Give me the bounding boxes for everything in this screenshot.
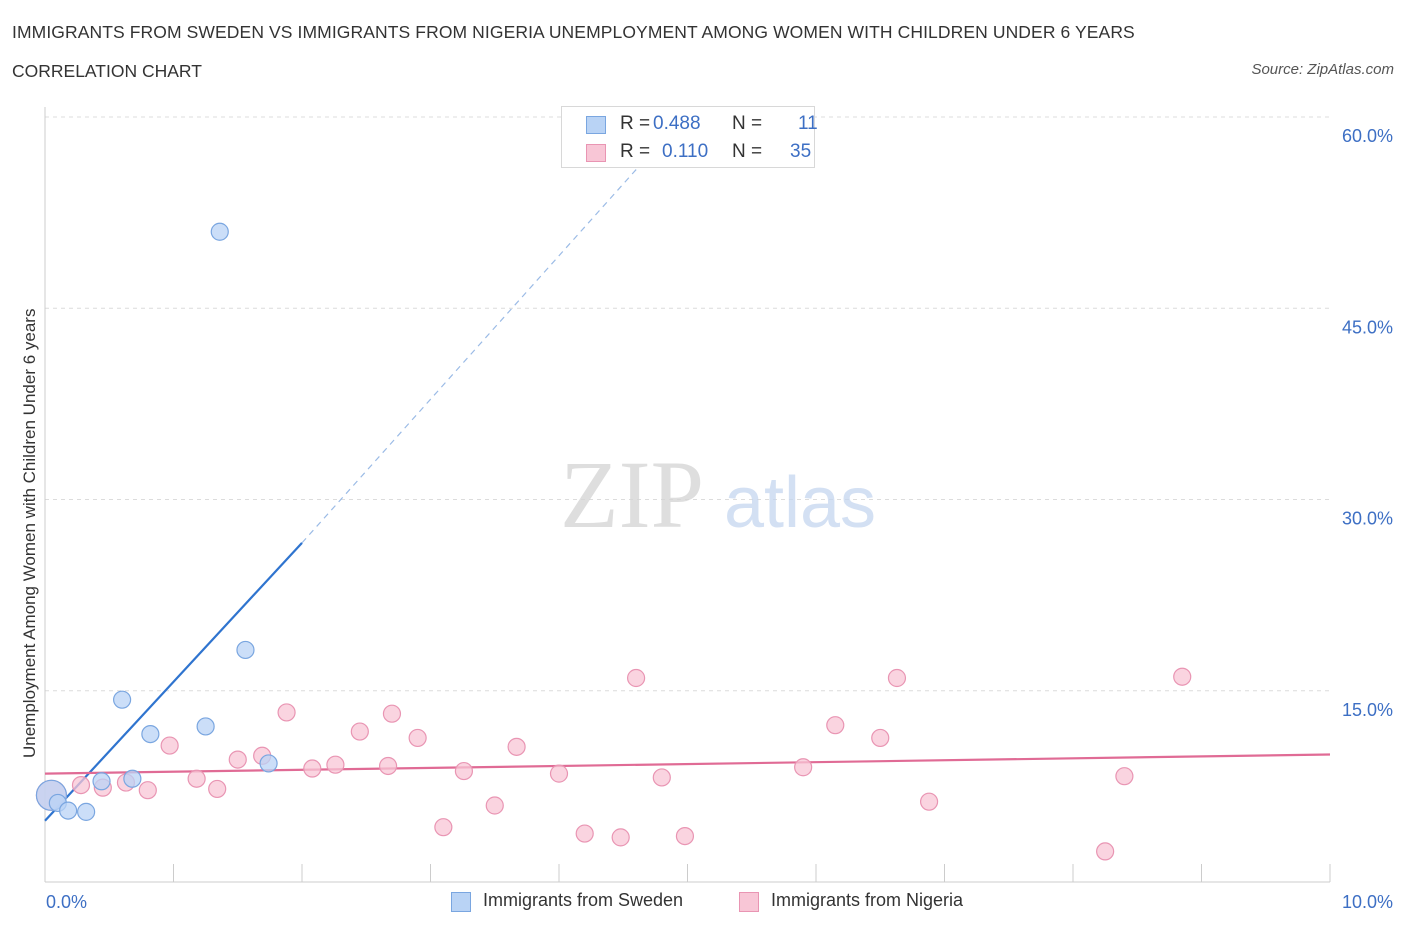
data-point-sweden [259,754,278,773]
data-point-sweden [141,724,160,744]
watermark-atlas: atlas [724,463,876,543]
data-point-nigeria [1115,767,1134,786]
data-point-nigeria [303,759,322,778]
data-point-sweden [92,772,111,791]
legend-r-label: R = [620,141,651,162]
tick-labels: 15.0% 30.0% 45.0% 60.0% 0.0% 10.0% [46,126,1393,912]
data-point-nigeria [652,768,671,787]
data-point-nigeria [919,792,939,811]
data-point-sweden [112,690,132,709]
legend-swatch-nigeria [586,144,606,162]
legend-n-label: N = [732,113,763,134]
data-point-sweden [196,717,215,736]
data-point-nigeria [378,756,398,776]
data-point-sweden [236,640,255,660]
source-credit: Source: ZipAtlas.com [1251,61,1394,78]
data-point-nigeria [794,758,813,777]
y-tick-label: 30.0% [1342,509,1393,529]
data-point-nigeria [187,769,206,788]
legend-r-label: R = [620,113,651,134]
legend-swatch-sweden [586,116,606,134]
legend-n-value: 11 [798,113,818,134]
data-points [35,222,1192,861]
data-point-sweden [123,769,142,788]
data-point-nigeria [485,796,504,815]
watermark-zip: ZIP [560,441,704,548]
bottom-legend-label-nigeria: Immigrants from Nigeria [771,890,964,910]
data-point-nigeria [507,737,526,756]
data-point-nigeria [626,668,646,688]
trend-lines [44,154,1331,822]
data-point-sweden [77,802,96,821]
bottom-legend-swatch-sweden [451,892,471,912]
data-point-nigeria [228,750,247,769]
data-point-nigeria [871,728,890,748]
y-axis-label: Unemployment Among Women with Children U… [20,308,39,758]
chart-subtitle: CORRELATION CHART [12,61,202,81]
data-point-nigeria [326,755,345,774]
bottom-legend-swatch-nigeria [739,892,759,912]
data-point-nigeria [350,722,369,741]
data-point-nigeria [138,781,157,800]
legend-r-value: 0.488 [653,113,701,134]
data-point-nigeria [1096,842,1115,861]
data-point-nigeria [277,703,296,722]
y-tick-label: 45.0% [1342,317,1393,337]
legend-n-label: N = [732,141,763,162]
axes [44,107,1331,883]
trend-line-nigeria [44,753,1331,775]
data-point-nigeria [887,668,907,688]
legend-r-value: 0.110 [662,141,709,162]
data-point-nigeria [160,736,179,755]
data-point-nigeria [549,764,569,783]
data-point-nigeria [454,761,474,781]
data-point-nigeria [71,775,91,795]
y-tick-label: 60.0% [1342,126,1393,146]
y-tick-label: 15.0% [1342,700,1393,720]
grid-lines [45,116,1330,692]
data-point-nigeria [826,716,845,735]
chart-title: IMMIGRANTS FROM SWEDEN VS IMMIGRANTS FRO… [12,22,1135,42]
trend-line-sweden-extension [301,154,650,544]
data-point-nigeria [611,828,630,847]
x-tick-label: 10.0% [1342,892,1393,912]
data-point-nigeria [434,818,453,837]
data-point-nigeria [1173,667,1192,686]
data-point-sweden [59,801,78,820]
data-point-nigeria [208,779,227,799]
data-point-nigeria [408,728,427,748]
y-axis-label-container: Unemployment Among Women with Children U… [18,230,42,760]
trend-line-sweden [44,542,303,822]
data-point-nigeria [382,704,402,723]
bottom-legend-label-sweden: Immigrants from Sweden [483,890,684,910]
legend-n-value: 35 [790,141,812,162]
data-point-nigeria [575,824,594,843]
x-tick-label: 0.0% [46,892,87,912]
data-point-nigeria [675,826,695,846]
correlation-legend: R = 0.488 N = 11 R = 0.110 N = 35 [561,106,818,168]
data-point-sweden [210,222,229,241]
